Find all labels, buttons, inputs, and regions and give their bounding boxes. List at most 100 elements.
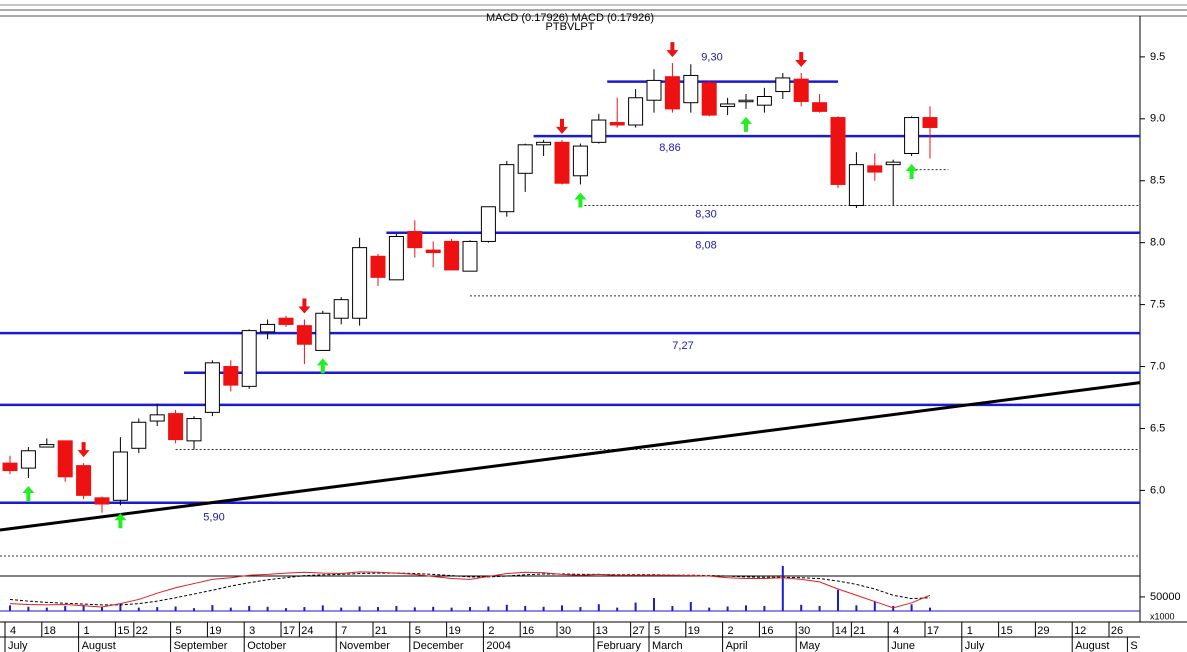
x-tick-label: 2 <box>488 625 494 637</box>
y-tick-label: 6.5 <box>1150 422 1165 434</box>
macd-line <box>9 571 931 609</box>
candle-body <box>57 440 73 478</box>
x-tick-label: 1 <box>84 625 90 637</box>
x-tick-label: 15 <box>117 625 129 637</box>
y-tick-label: 8.0 <box>1150 237 1165 249</box>
candle-body <box>131 421 147 449</box>
x-tick-label: 29 <box>1037 625 1049 637</box>
candle-body <box>646 79 662 101</box>
month-label: December <box>413 640 464 652</box>
level-label: 8,08 <box>695 240 716 252</box>
x-tick-label: 5 <box>176 625 182 637</box>
candle-body <box>904 117 920 154</box>
candle-body <box>260 323 276 333</box>
candle-body <box>407 231 423 249</box>
candle-body <box>315 312 331 351</box>
month-label: July <box>965 640 985 652</box>
x-tick-label: 15 <box>1000 625 1012 637</box>
buy-arrow <box>114 513 127 529</box>
x-tick-label: 19 <box>448 625 460 637</box>
x-tick-label: 5 <box>415 625 421 637</box>
month-label: April <box>726 640 748 652</box>
candle-body <box>554 141 570 184</box>
candle-body <box>2 462 18 472</box>
sell-arrow <box>556 118 568 134</box>
x-tick-label: 12 <box>1074 625 1086 637</box>
candle-body <box>204 362 220 413</box>
candle-body <box>333 299 349 319</box>
level-label: 9,30 <box>701 52 722 64</box>
candle-body <box>536 141 552 146</box>
candle-body <box>922 117 938 128</box>
candle-body <box>168 413 184 441</box>
candle-body <box>517 144 533 174</box>
month-label: September <box>174 640 228 652</box>
month-label: November <box>339 640 390 652</box>
x-tick-label: 27 <box>632 625 644 637</box>
candle-body <box>701 82 717 116</box>
x-tick-label: 21 <box>853 625 865 637</box>
x-tick-label: 26 <box>1111 625 1123 637</box>
candle-body <box>20 450 36 469</box>
month-label: June <box>891 640 915 652</box>
candle-body <box>848 164 864 207</box>
volume-unit: x1000 <box>1150 611 1175 621</box>
header: MACD (0.17926) MACD (0.17926) <box>486 12 654 24</box>
candle-body <box>425 249 441 254</box>
sell-arrow <box>298 298 311 314</box>
level-label: 5,90 <box>203 512 224 524</box>
candle-body <box>683 74 699 104</box>
x-tick-label: 16 <box>522 625 534 637</box>
x-tick-label: 16 <box>761 625 773 637</box>
month-label: October <box>247 640 286 652</box>
x-tick-label: 7 <box>341 625 347 637</box>
month-label: S <box>1130 640 1137 652</box>
candle-body <box>112 451 128 501</box>
candle-body <box>352 247 368 319</box>
sell-arrow <box>77 442 90 458</box>
candle-body <box>76 465 92 496</box>
candle-body <box>628 97 644 126</box>
candle-body <box>94 497 110 505</box>
volume-tick-label: 50000 <box>1150 591 1181 603</box>
candle-body <box>720 103 736 107</box>
level-label: 8,30 <box>695 208 716 220</box>
x-tick-label: 17 <box>283 625 295 637</box>
candle-body <box>609 122 625 126</box>
x-tick-label: 18 <box>44 625 56 637</box>
x-tick-label: 4 <box>893 625 899 637</box>
x-tick-label: 4 <box>10 625 16 637</box>
buy-arrow <box>574 192 587 208</box>
x-tick-label: 30 <box>798 625 810 637</box>
month-label: February <box>597 640 642 652</box>
level-label: 8,86 <box>659 142 680 154</box>
candle-body <box>278 317 294 325</box>
candle-body <box>388 235 404 281</box>
month-label: August <box>82 640 116 652</box>
trend-line <box>0 381 1141 532</box>
y-tick-label: 7.0 <box>1150 360 1165 372</box>
x-tick-label: 3 <box>249 625 255 637</box>
month-label: July <box>8 640 28 652</box>
month-label: May <box>799 640 820 652</box>
candle-body <box>444 240 460 271</box>
candle-body <box>885 161 901 166</box>
candle-body <box>370 255 386 278</box>
candle-body <box>241 330 257 387</box>
y-tick-label: 9.0 <box>1150 113 1165 125</box>
candle-body <box>664 76 680 110</box>
candle-body <box>738 99 754 103</box>
candle-body <box>39 444 55 448</box>
sell-arrow <box>666 42 679 58</box>
x-tick-label: 30 <box>559 625 571 637</box>
x-tick-label: 2 <box>728 625 734 637</box>
buy-arrow <box>316 358 329 374</box>
candle-body <box>296 325 312 345</box>
x-tick-label: 17 <box>927 625 939 637</box>
month-label: March <box>652 640 683 652</box>
y-tick-label: 9.5 <box>1150 51 1165 63</box>
x-tick-label: 22 <box>136 625 148 637</box>
x-tick-label: 19 <box>209 625 221 637</box>
x-tick-label: 21 <box>375 625 387 637</box>
